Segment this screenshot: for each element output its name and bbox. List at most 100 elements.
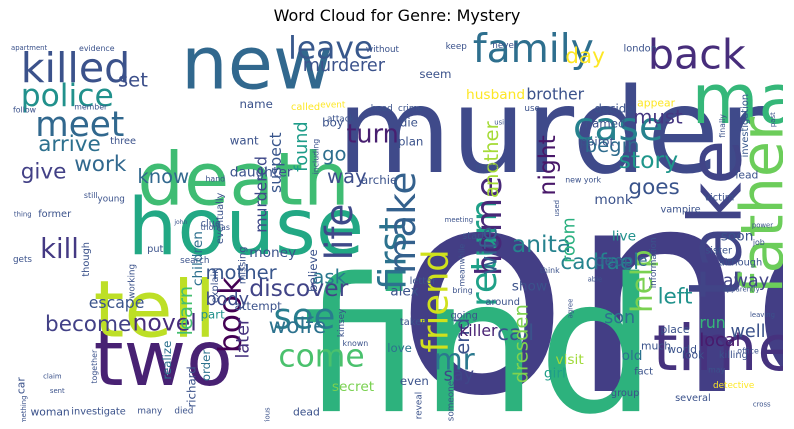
word-cadfael: cadfael (560, 250, 639, 275)
word-place: place (660, 323, 689, 336)
word-home: home (469, 176, 510, 276)
word-see: see (274, 296, 336, 337)
cloud-background (11, 30, 783, 422)
word-say: say (444, 366, 474, 386)
word-alex: alex (390, 283, 419, 299)
word-may: may (708, 366, 725, 375)
word-attempt: attempt (235, 299, 283, 313)
word-event: event (320, 101, 346, 111)
word-money: money (249, 245, 296, 261)
word-detective: detective (713, 381, 754, 391)
word-arrive: arrive (38, 132, 101, 157)
chart-title: Word Cloud for Genre: Mystery (273, 6, 521, 25)
word-away: away (723, 272, 769, 292)
word-sent: sent (50, 387, 65, 395)
word-work: work (74, 152, 127, 177)
word-back: back (648, 30, 746, 78)
word-call: call (497, 321, 534, 346)
word-used: used (553, 200, 561, 217)
word-still: still (84, 191, 98, 200)
word-part: part (201, 307, 225, 321)
word-secret: secret (332, 379, 375, 395)
word-leaving: leaving (750, 311, 775, 319)
word-look: look (682, 349, 705, 362)
word-story: story (619, 146, 679, 174)
word-never: never (492, 41, 518, 51)
word-car: car (14, 377, 27, 395)
word-past: past (769, 112, 777, 127)
word-job: job (752, 238, 765, 247)
word-death: death (137, 137, 349, 222)
word-world: world (667, 343, 697, 356)
word-book: book (212, 276, 248, 353)
word-kinsey: kinsey (337, 309, 347, 337)
word-former: former (38, 209, 72, 220)
word-help: help (625, 249, 659, 313)
word-old: old (622, 348, 643, 364)
word-murderer: murderer (303, 56, 386, 76)
word-realize: realize (160, 341, 174, 380)
word-including: including (312, 139, 321, 175)
word-brother: brother (526, 85, 584, 104)
word-several: several (675, 393, 711, 404)
word-name: name (239, 97, 272, 111)
word-body: body (205, 290, 249, 310)
word-missing: missing (237, 247, 248, 285)
word-london: london (624, 44, 657, 55)
word-young: young (98, 195, 125, 205)
word-follow: follow (13, 105, 37, 114)
word-soon: soon (721, 228, 754, 244)
word-around: around (485, 297, 519, 308)
word-time: time (653, 312, 783, 386)
word-friend: friend (416, 249, 457, 352)
word-father: father (727, 116, 783, 294)
word-named: named (585, 116, 626, 130)
word-give: give (21, 159, 67, 184)
word-one: one (395, 128, 783, 422)
word-first: first (370, 217, 414, 290)
word-two: two (94, 315, 233, 404)
word-murdered: murdered (252, 156, 271, 233)
word-mysterious: mysterious (263, 407, 271, 422)
word-plan: plan (398, 135, 423, 149)
word-information: information (649, 237, 659, 288)
word-meet: meet (35, 105, 124, 145)
word-john: john (173, 219, 187, 226)
word-apparently: apparently (723, 285, 760, 293)
word-appear: appear (637, 96, 675, 109)
word-eventually: eventually (215, 192, 226, 244)
word-evidence: evidence (79, 44, 115, 53)
word-later: later (234, 317, 254, 358)
word-girl: girl (544, 366, 566, 382)
word-going: going (450, 311, 477, 322)
word-people: people (594, 251, 647, 270)
word-thing: thing (14, 211, 32, 219)
word-died: died (174, 407, 193, 417)
word-case: case (573, 105, 663, 150)
word-group: group (611, 388, 639, 399)
word-think: think (540, 266, 560, 275)
word-something: something (20, 396, 28, 422)
word-children: children (190, 231, 206, 286)
word-together: together (90, 349, 99, 383)
word-live: live (612, 228, 636, 244)
word-son: son (604, 308, 635, 328)
word-claim: claim (43, 372, 62, 380)
word-wolfe: wolfe (269, 314, 327, 339)
word-well: well (730, 322, 765, 342)
word-known: known (343, 339, 369, 348)
word-go: go (322, 142, 346, 165)
word-show: show (512, 279, 547, 295)
word-office: office (737, 347, 759, 356)
word-make: make (380, 172, 424, 274)
word-decide: decide (594, 102, 633, 116)
word-monk: monk (594, 192, 632, 208)
word-police: police (21, 78, 114, 114)
word-suspect: suspect (266, 132, 285, 193)
word-daughter: daughter (230, 164, 293, 180)
word-ask: ask (312, 266, 346, 289)
word-return: return (464, 199, 505, 307)
word-murder: murder (337, 63, 768, 200)
word-without: without (366, 45, 400, 55)
word-archie: archie (361, 173, 397, 187)
